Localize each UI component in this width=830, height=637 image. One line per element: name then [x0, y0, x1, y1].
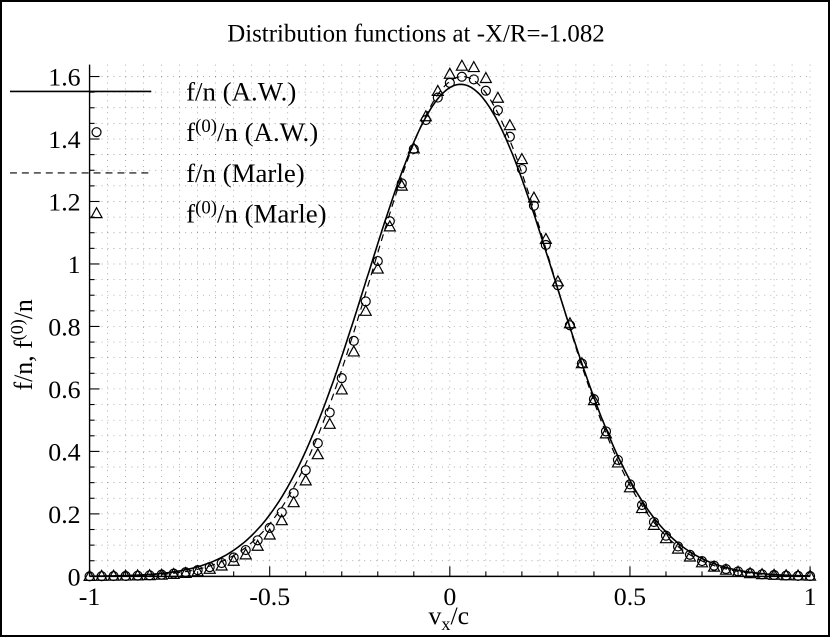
series-fn-marle [89, 75, 811, 577]
y-tick-label: 0.4 [48, 437, 80, 466]
chart-title: Distribution functions at -X/R=-1.082 [227, 21, 604, 48]
x-axis-label: vx/c [429, 601, 470, 634]
legend-entry: f/n (Marle) [9, 158, 305, 188]
legend-label: f(0)/n (Marle) [186, 198, 327, 229]
legend-triangle-marker-sample [90, 206, 104, 219]
y-tick-label: 0.2 [48, 500, 80, 529]
tick-labels: 0 0.2 0.4 0.6 0.8 1 1.2 1.4 1.6 -1 -0.5 0 0.5 1 [48, 62, 816, 611]
y-tick-label: 0 [68, 562, 81, 591]
legend-entry: f(0)/n (A.W.) [91, 116, 318, 147]
legend-label: f/n (Marle) [186, 158, 305, 188]
x-tick-label: 0.5 [614, 582, 646, 611]
legend-label: f/n (A.W.) [186, 76, 296, 106]
y-tick-label: 1 [68, 250, 81, 279]
x-tick-label: 0 [443, 582, 456, 611]
y-tick-label: 0.8 [48, 312, 80, 341]
x-tick-label: 1 [804, 582, 817, 611]
x-tick-label: -0.5 [249, 582, 290, 611]
legend-label: f(0)/n (A.W.) [186, 116, 318, 147]
y-axis-label: f/n, f(0)/n [7, 299, 38, 390]
y-tick-label: 1.6 [48, 62, 80, 91]
y-tick-label: 1.2 [48, 187, 80, 216]
legend-circle-marker-sample [91, 127, 102, 138]
grid [89, 64, 811, 577]
y-tick-label: 0.6 [48, 375, 80, 404]
legend: f/n (A.W.) f(0)/n (A.W.) f/n (Marle) f(0)/n… [9, 76, 327, 229]
legend-entry: f/n (A.W.) [9, 76, 296, 106]
x-tick-label: -1 [79, 582, 101, 611]
series-layer [83, 58, 817, 582]
y-tick-label: 1.4 [48, 125, 80, 154]
axes [88, 64, 811, 578]
series-f0n-marle [83, 58, 817, 581]
legend-entry: f(0)/n (Marle) [90, 198, 327, 229]
